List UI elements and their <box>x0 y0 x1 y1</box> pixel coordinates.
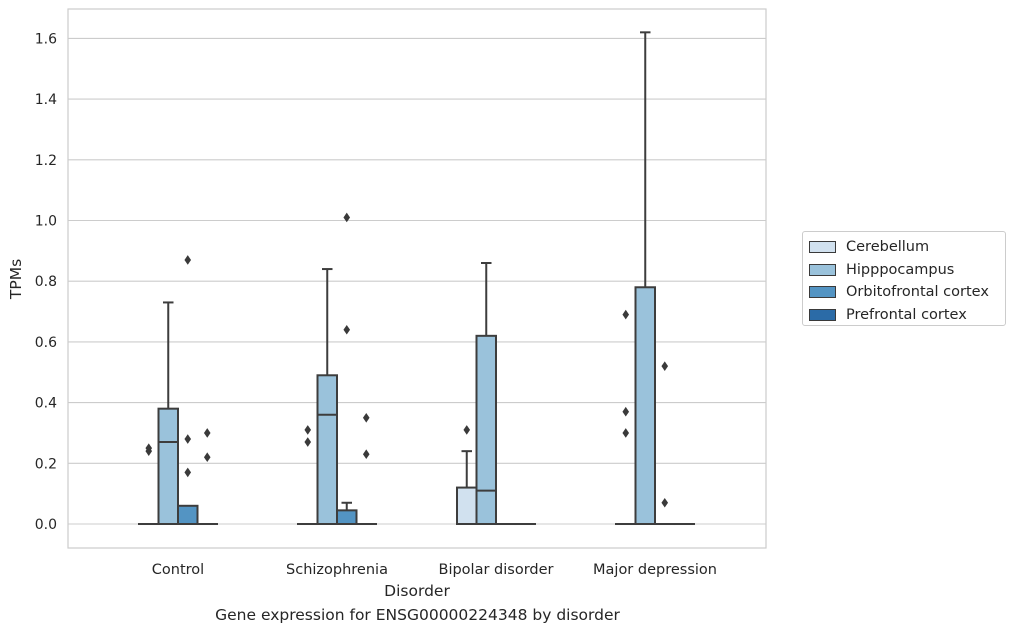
outlier-point <box>362 449 370 459</box>
box-body <box>157 407 179 526</box>
legend-swatch-cerebellum <box>809 241 836 254</box>
box <box>475 261 497 525</box>
y-tick-label: 0.8 <box>35 274 57 290</box>
legend-label-orbitofrontal-cortex: Orbitofrontal cortex <box>846 284 989 301</box>
legend-swatch-prefrontal-cortex <box>809 309 836 322</box>
box <box>654 361 676 526</box>
box-body <box>316 374 338 525</box>
outlier-point <box>203 428 211 438</box>
legend-label-prefrontal-cortex: Prefrontal cortex <box>846 307 967 324</box>
box <box>456 425 478 525</box>
outlier-point <box>145 443 153 453</box>
chart-caption: Gene expression for ENSG00000224348 by d… <box>215 606 620 624</box>
legend-swatch-orbitofrontal-cortex <box>809 286 836 299</box>
box-series <box>138 31 695 526</box>
box <box>634 31 656 525</box>
box-body <box>177 504 199 526</box>
outlier-point <box>304 425 312 435</box>
legend-item-cerebellum: Cerebellum <box>809 236 1005 259</box>
legend-swatch-hippocampus <box>809 263 836 276</box>
outlier-point <box>184 255 192 265</box>
plot-frame <box>67 8 767 549</box>
y-tick-label: 1.2 <box>35 153 57 169</box>
y-tick-label: 0.4 <box>35 396 57 412</box>
outlier-point <box>622 428 630 438</box>
x-tick-label: Bipolar disorder <box>439 562 554 578</box>
outlier-point <box>463 425 471 435</box>
y-tick-label: 0.6 <box>35 335 57 351</box>
box <box>138 443 160 526</box>
box <box>196 428 218 526</box>
outlier-point <box>362 412 370 423</box>
outlier-point <box>184 434 192 444</box>
legend-item-orbitofrontal-cortex: Orbitofrontal cortex <box>809 281 1005 304</box>
x-tick-label: Schizophrenia <box>286 562 388 578</box>
box <box>177 255 199 526</box>
y-tick-label: 0.0 <box>35 517 57 533</box>
box <box>297 425 319 526</box>
legend-label-hippocampus: Hipppocampus <box>846 261 955 278</box>
legend-item-prefrontal-cortex: Prefrontal cortex <box>809 304 1005 327</box>
y-tick-label: 1.6 <box>35 31 57 47</box>
grid-lines <box>68 37 766 525</box>
outlier-point <box>661 361 669 371</box>
box-body <box>456 486 478 525</box>
x-axis-label: Disorder <box>384 582 450 600</box>
box-body <box>336 509 358 525</box>
outlier-point <box>661 497 669 508</box>
outlier-point <box>343 324 351 335</box>
outlier-point <box>203 452 211 463</box>
y-tick-label: 1.4 <box>35 92 57 108</box>
x-tick-label: Major depression <box>593 562 717 578</box>
axis-ticks: 0.0 0.2 0.4 0.6 0.8 1.0 1.2 1.4 1.6 Control Schizo… <box>35 31 717 578</box>
outlier-point <box>622 406 630 417</box>
outlier-point <box>622 309 630 320</box>
x-tick-label: Control <box>152 562 204 578</box>
outlier-point <box>304 437 312 447</box>
box <box>355 412 377 526</box>
y-tick-label: 0.2 <box>35 456 57 472</box>
legend: Cerebellum Hipppocampus Orbitofrontal co… <box>802 231 1006 326</box>
box <box>316 268 338 525</box>
outlier-point <box>184 467 192 478</box>
legend-item-hippocampus: Hipppocampus <box>809 259 1005 282</box>
outlier-point <box>343 212 351 223</box>
legend-label-cerebellum: Cerebellum <box>846 239 930 256</box>
box <box>336 212 358 525</box>
box-body <box>634 286 656 525</box>
y-axis-label: TPMs <box>7 259 25 300</box>
box-body <box>475 334 497 525</box>
box <box>157 301 179 526</box>
y-tick-label: 1.0 <box>35 214 57 230</box>
